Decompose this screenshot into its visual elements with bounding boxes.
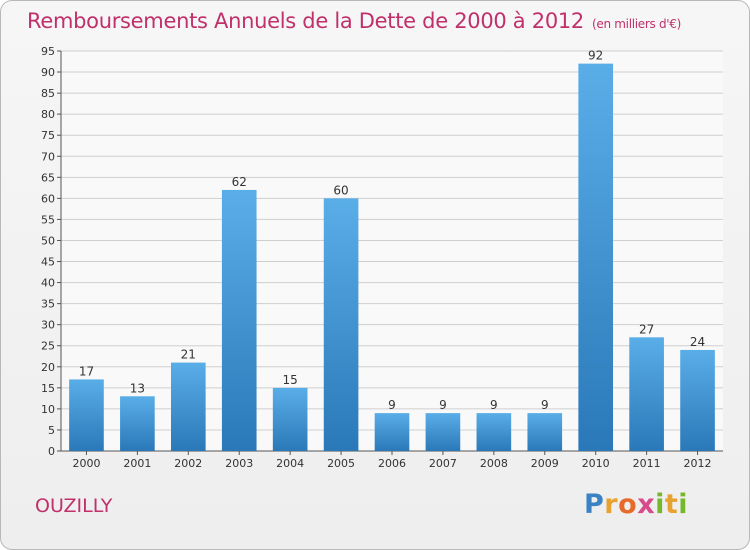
bar <box>120 396 155 451</box>
bar-value-label: 17 <box>79 364 94 378</box>
y-tick-label: 35 <box>41 298 55 311</box>
bar-value-label: 13 <box>130 381 145 395</box>
bar <box>374 413 410 451</box>
chart-subtitle: (en milliers d'€) <box>592 17 682 31</box>
bar-value-label: 27 <box>639 322 654 336</box>
y-tick-label: 45 <box>41 256 55 269</box>
x-tick-label: 2004 <box>276 457 304 470</box>
plot-area <box>61 51 723 451</box>
x-tick-label: 2007 <box>429 457 457 470</box>
bar-value-label: 9 <box>490 398 498 412</box>
y-tick-label: 95 <box>41 45 55 58</box>
y-tick-label: 75 <box>41 129 55 142</box>
y-tick-label: 15 <box>41 382 55 395</box>
x-tick-label: 2012 <box>684 457 712 470</box>
bar-value-label: 92 <box>588 49 603 63</box>
bar-value-label: 60 <box>333 183 348 197</box>
bar-value-label: 9 <box>541 398 549 412</box>
bar <box>221 189 257 451</box>
bar <box>527 413 563 451</box>
y-tick-label: 60 <box>41 192 55 205</box>
y-tick-label: 20 <box>41 361 55 374</box>
y-tick-label: 55 <box>41 213 55 226</box>
y-tick-label: 0 <box>48 445 55 458</box>
y-tick-label: 50 <box>41 234 55 247</box>
x-tick-label: 2009 <box>531 457 559 470</box>
x-tick-label: 2005 <box>327 457 355 470</box>
chart-title: Remboursements Annuels de la Dette de 20… <box>27 9 681 33</box>
bar-value-label: 9 <box>388 398 396 412</box>
bar <box>170 362 206 451</box>
bar-value-label: 15 <box>283 373 298 387</box>
y-tick-label: 5 <box>48 424 55 437</box>
bar <box>272 387 308 451</box>
y-tick-label: 40 <box>41 277 55 290</box>
x-tick-label: 2011 <box>633 457 661 470</box>
bar-value-label: 21 <box>181 348 196 362</box>
y-tick-label: 30 <box>41 319 55 332</box>
bar <box>476 413 512 451</box>
x-tick-label: 2006 <box>378 457 406 470</box>
y-tick-label: 70 <box>41 150 55 163</box>
x-tick-label: 2008 <box>480 457 508 470</box>
commune-name: OUZILLY <box>35 495 113 517</box>
y-tick-label: 10 <box>41 403 55 416</box>
bar <box>578 63 614 451</box>
y-tick-label: 85 <box>41 87 55 100</box>
y-tick-label: 90 <box>41 66 55 79</box>
x-tick-label: 2010 <box>582 457 610 470</box>
bar-value-label: 24 <box>690 335 705 349</box>
bar <box>323 198 359 451</box>
x-tick-label: 2001 <box>123 457 151 470</box>
bar-value-label: 62 <box>232 175 247 189</box>
bar <box>680 349 715 451</box>
y-tick-label: 80 <box>41 108 55 121</box>
bar-value-label: 9 <box>439 398 447 412</box>
bar <box>425 413 461 451</box>
bar <box>629 337 664 451</box>
chart-title-text: Remboursements Annuels de la Dette de 20… <box>27 9 584 33</box>
x-tick-label: 2002 <box>174 457 202 470</box>
proxiti-logo: Proxiti <box>584 489 689 520</box>
y-tick-label: 25 <box>41 340 55 353</box>
y-tick-label: 65 <box>41 171 55 184</box>
x-tick-label: 2000 <box>72 457 100 470</box>
bar <box>69 379 104 451</box>
x-tick-label: 2003 <box>225 457 253 470</box>
